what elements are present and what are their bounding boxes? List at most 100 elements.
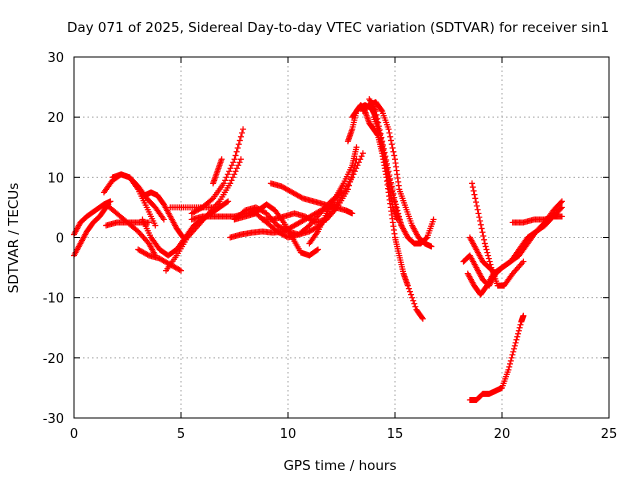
x-tick-label: 15 [387,427,404,442]
data-point [419,315,426,322]
data-point [480,232,487,239]
data-point [397,219,404,226]
data-point [430,216,437,223]
data-point [387,179,394,186]
data-point [234,145,241,152]
data-point [481,240,488,247]
data-point [557,205,564,212]
data-point [473,199,480,206]
y-tick-label: -20 [43,352,64,367]
chart-title: Day 071 of 2025, Sidereal Day-to-day VTE… [67,20,609,36]
data-point [144,251,151,258]
data-point [353,144,360,151]
data-point [515,327,522,334]
data-point [471,191,478,198]
data-point [473,202,480,209]
data-point [558,204,565,211]
data-point [408,291,415,298]
data-point [374,115,381,122]
data-point [405,285,412,292]
data-point [238,129,245,136]
data-point [390,148,397,155]
data-point [381,149,388,156]
data-point [223,174,230,181]
data-point [478,225,485,232]
data-point [476,214,483,221]
data-point [383,160,390,167]
data-point [388,141,395,148]
data-point [479,229,486,236]
data-point [387,137,394,144]
y-tick-label: 10 [47,171,64,186]
series-arc-a [71,201,112,259]
data-point [372,108,379,115]
data-point [499,264,505,271]
data-point [470,187,477,194]
data-point [349,210,356,217]
data-point [375,123,382,130]
data-point [377,130,384,137]
data-point [133,227,140,234]
data-point [179,233,186,240]
series-arc-m [167,204,217,211]
series-arc-s [267,180,356,217]
data-point [486,258,493,265]
x-tick-label: 25 [601,427,618,442]
data-point [386,129,393,136]
x-tick-label: 20 [494,427,511,442]
data-point [350,167,357,174]
data-point [387,175,394,182]
data-point [107,198,114,205]
data-point [393,204,400,211]
data-point [229,174,236,181]
data-point [487,261,494,268]
data-point [511,342,518,349]
data-point [412,303,419,310]
data-point [419,314,426,321]
data-point [428,243,435,250]
data-point [231,171,238,178]
y-tick-label: -30 [43,412,64,427]
data-point [477,217,484,224]
data-point [232,152,239,159]
data-point [485,255,492,262]
data-point [396,213,403,220]
data-point [347,178,354,185]
data-point [481,236,488,243]
data-point [145,219,152,226]
data-point [345,182,352,189]
data-point [558,213,565,220]
data-point [390,190,397,197]
data-point [305,223,312,230]
y-tick-label: 0 [56,232,64,247]
data-point [224,199,231,206]
data-point [482,243,489,250]
data-point [474,206,481,213]
data-point [218,156,225,163]
data-point [380,145,387,152]
data-points [71,96,565,403]
data-point [227,180,234,187]
data-point [396,216,403,223]
data-point [509,351,516,358]
data-point [353,156,360,163]
series-arc-z [366,96,405,229]
y-tick-label: 20 [47,111,64,126]
data-point [236,159,243,166]
data-point [472,195,479,202]
data-point [227,165,234,172]
data-point [389,145,396,152]
series-arc-i [141,189,187,241]
data-point [230,159,237,166]
data-point [469,180,476,187]
data-point [378,107,385,114]
data-point [383,157,390,164]
data-point [176,266,183,273]
data-point [228,177,235,184]
series-arc-r [246,201,321,259]
y-tick-label: -10 [43,292,64,307]
data-point [513,336,520,343]
data-point [298,194,305,201]
data-point [391,194,398,201]
